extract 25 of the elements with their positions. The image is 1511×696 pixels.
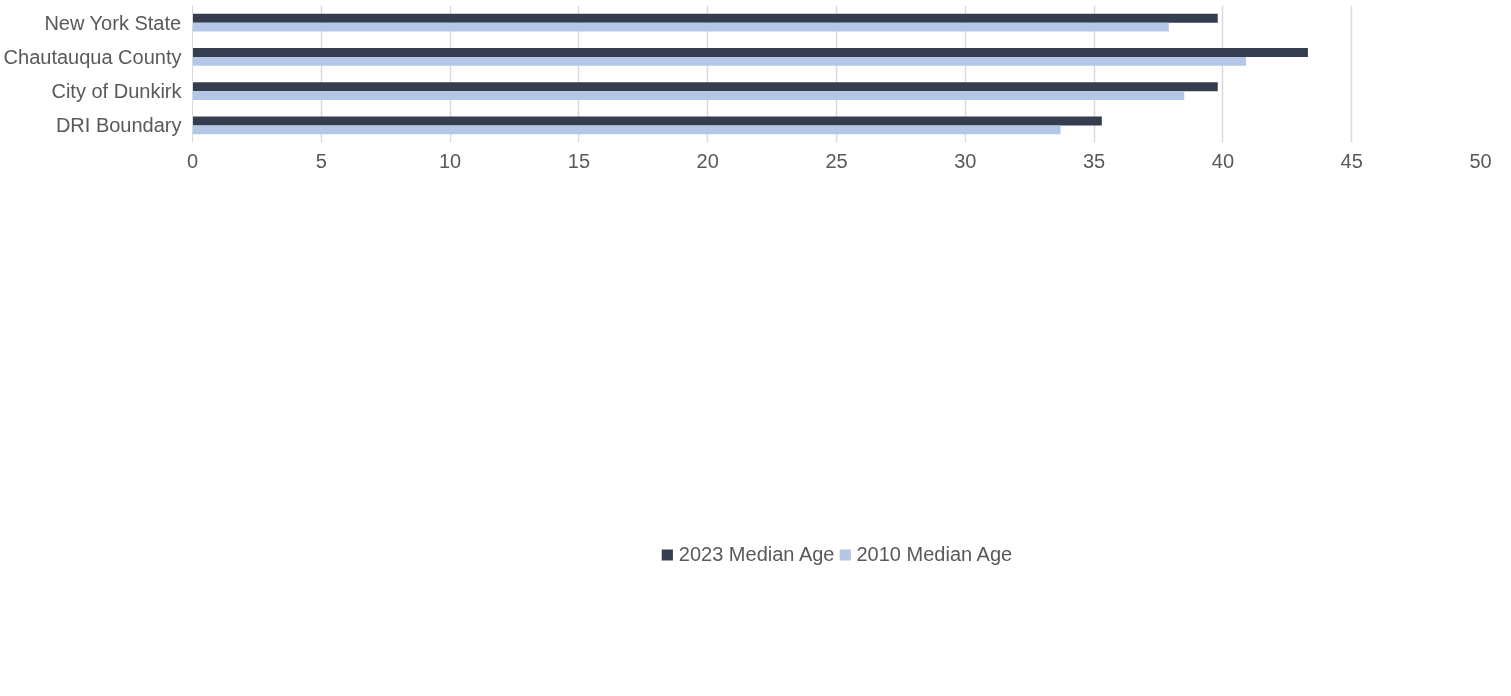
x-tick-label: 45	[1340, 149, 1363, 172]
bar	[192, 82, 1218, 92]
x-tick-label: 40	[1211, 149, 1235, 172]
bar	[192, 116, 1102, 126]
x-tick-label: 35	[1082, 149, 1106, 172]
x-tick-label: 0	[186, 149, 199, 172]
x-tick-label: 15	[567, 149, 591, 172]
x-tick-label: 20	[696, 149, 719, 172]
bar	[192, 91, 1185, 101]
x-tick-label: 30	[954, 149, 977, 172]
bar	[192, 13, 1218, 23]
bar	[192, 56, 1247, 66]
bar	[192, 125, 1061, 135]
x-tick-label: 10	[438, 149, 462, 172]
x-tick-label: 5	[315, 149, 327, 172]
y-tick-label: New York State	[44, 11, 182, 34]
x-tick-label: 25	[825, 149, 848, 172]
legend-label: 2010 Median Age	[856, 542, 1013, 566]
legend-label: 2023 Median Age	[678, 542, 835, 566]
y-tick-label: DRI Boundary	[55, 114, 182, 137]
y-tick-label: City of Dunkirk	[51, 80, 183, 103]
bar	[192, 47, 1308, 57]
x-tick-label: 50	[1469, 149, 1492, 172]
y-tick-label: Chautauqua County	[3, 45, 182, 68]
bar	[192, 22, 1169, 32]
